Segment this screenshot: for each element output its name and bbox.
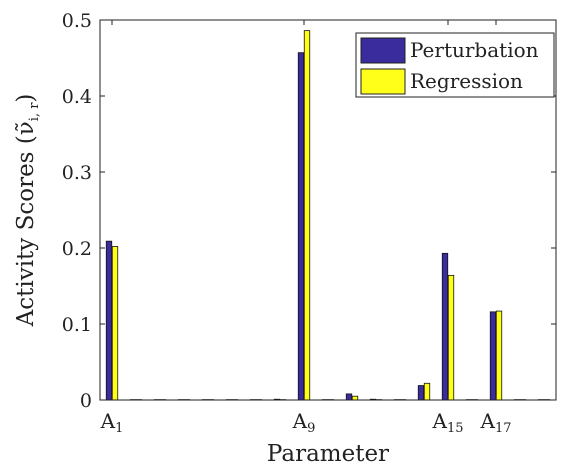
bar-perturbation-9 [297,52,305,401]
x-axis-label: Parameter [267,441,389,467]
bar-perturbation-14 [417,385,425,401]
y-axis-label-subscript: i, r [27,102,42,121]
bar-perturbation-15 [441,252,449,401]
bar-regression-17 [495,310,503,401]
y-axis-label-close: ) [13,94,39,103]
y-axis-label: Activity Scores (ν̃i, r) [13,94,42,328]
bar-perturbation-1 [105,240,113,401]
legend-label-regression: Regression [410,69,523,93]
ticks-layer: 0 0.1 0.2 0.3 0.4 0.5 A1 A9 A15 A17 [62,10,556,436]
bar-regression-15 [447,274,455,401]
y-tick-label: 0.5 [62,10,92,32]
bar-regression-9 [303,30,311,401]
plot-frame [99,19,557,401]
x-tick-label-a9: A9 [292,409,316,436]
y-axis-label-symbol: ν̃ [13,121,39,135]
bars-layer [105,30,551,401]
legend: Perturbation Regression [355,32,555,98]
x-tick-label-a17: A17 [480,409,512,436]
x-tick-label-a15: A15 [432,409,464,436]
legend-swatch-perturbation [360,37,406,64]
x-tick-label-a1: A1 [100,409,124,436]
bar-perturbation-17 [489,311,497,401]
bar-regression-11 [351,395,359,401]
y-tick-label: 0.1 [62,314,92,336]
y-tick-label: 0.2 [62,238,92,260]
legend-label-perturbation: Perturbation [410,38,539,62]
y-tick-label: 0.3 [62,162,92,184]
y-axis-label-text: Activity Scores ( [13,135,39,327]
y-tick-label: 0.4 [62,86,92,108]
y-tick-label: 0 [80,390,92,412]
bar-regression-1 [111,246,119,401]
bar-regression-14 [423,382,431,401]
bar-perturbation-11 [345,393,353,401]
legend-swatch-regression [360,68,406,95]
